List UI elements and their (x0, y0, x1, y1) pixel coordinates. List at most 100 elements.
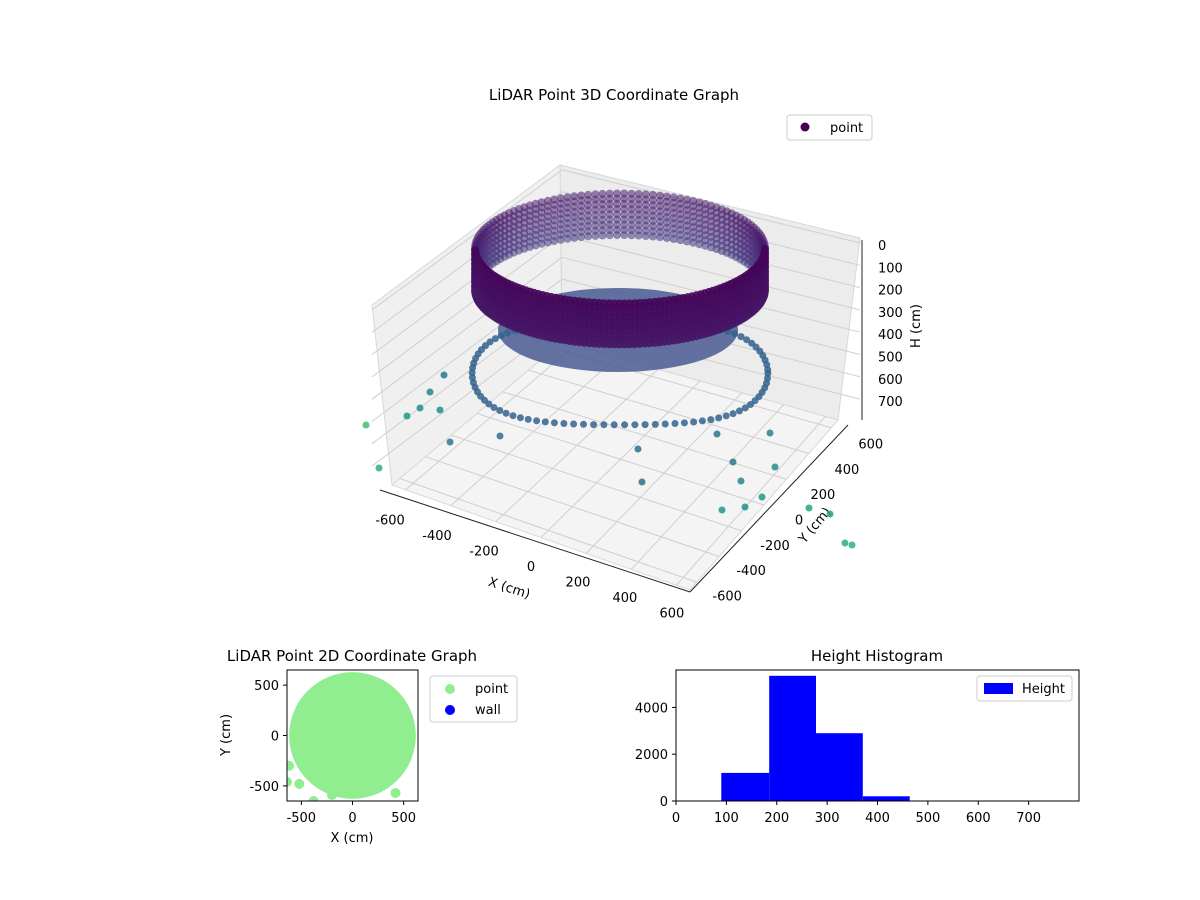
scatter-point-3d (661, 420, 669, 428)
scatter-point-3d (731, 330, 739, 338)
scatter-point-3d (509, 412, 517, 420)
scatter-point-3d (577, 233, 586, 242)
scatter-point-3d (570, 420, 578, 428)
scatter-2d-outlier (287, 760, 295, 771)
scatter-point-3d (621, 421, 629, 429)
histogram-bar (721, 772, 770, 801)
legend-3d-marker-point (800, 122, 810, 132)
legend-2d-label-point: point (475, 682, 508, 697)
y-tick-label-3d: -200 (760, 539, 790, 554)
y-tick-label-3d: 0 (795, 514, 803, 529)
x-tick-label-hist: 300 (815, 811, 840, 826)
scatter-outlier-3d (737, 477, 745, 485)
x-tick-label-hist: 200 (764, 811, 789, 826)
legend-histogram: Height (976, 675, 1073, 702)
y-axis-label-2d: Y (cm) (219, 714, 234, 757)
scatter-point-3d (591, 231, 600, 240)
scatter-point-3d (570, 233, 579, 242)
legend-3d: point (786, 114, 873, 141)
x-tick-label-hist: 100 (714, 811, 739, 826)
x-tick-label-hist: 400 (865, 811, 890, 826)
scatter-outlier-3d (638, 478, 646, 486)
scatter-point-3d (620, 231, 629, 240)
histogram-bar (862, 796, 910, 801)
scatter-point-3d (471, 286, 480, 295)
scatter-point-3d (680, 419, 688, 427)
scatter-point-3d (656, 233, 664, 242)
scatter-points-2d (287, 672, 416, 801)
scatter-point-3d (533, 417, 541, 425)
y-tick-label-2d: 500 (254, 679, 279, 694)
scatter-outlier-3d (634, 445, 642, 453)
scatter-point-3d (598, 231, 607, 240)
scatter-point-3d (707, 416, 715, 424)
scatter-point-3d (715, 414, 723, 422)
scatter-point-3d (516, 414, 524, 422)
scatter-outlier-3d (375, 464, 383, 472)
scatter-point-3d (764, 366, 772, 374)
x-tick-label-hist: 500 (915, 811, 940, 826)
scatter-2d-outlier (308, 796, 319, 801)
scatter-outlier-3d (729, 458, 737, 466)
scatter-point-3d (671, 420, 679, 427)
scatter-outlier-3d (826, 510, 834, 518)
grid-line-z-left (371, 256, 563, 400)
scatter-point-3d (669, 235, 678, 243)
ticks-3d: -600 -400 -200 0 200 400 600 -600 -400 -200 0 200 40… (375, 239, 902, 621)
grid-line-y (476, 413, 765, 506)
y-tick-label-3d: -600 (712, 589, 742, 604)
scatter-point-3d (676, 236, 685, 245)
y-tick-label-3d: -400 (736, 564, 766, 579)
scatter-point-3d (605, 231, 614, 240)
y-tick-label-hist: 2000 (635, 748, 668, 763)
scatter-outlier-3d (416, 404, 424, 412)
x-axis-label-3d: X (cm) (486, 575, 532, 603)
y-tick-label-3d: 400 (834, 463, 859, 478)
histogram-title: Height Histogram (811, 647, 943, 665)
scatter-point-3d (497, 332, 505, 340)
y-tick-3d (721, 559, 726, 561)
y-tick-label-3d: 600 (858, 438, 883, 453)
scatter-outlier-3d (741, 503, 749, 511)
scatter-point-3d (737, 333, 745, 341)
scatter-point-3d (496, 407, 504, 414)
legend-2d: point wall (429, 675, 518, 723)
x-axis-label-2d: X (cm) (331, 831, 374, 846)
z-tick-label-3d: 400 (878, 328, 903, 343)
scatter-outlier-3d (436, 406, 444, 414)
chart-3d: LiDAR Point 3D Coordinate Graph -600 -400… (362, 86, 924, 621)
y-axis-line (689, 424, 849, 593)
y-tick-label-2d: -500 (249, 780, 279, 795)
scatter-outlier-3d (426, 388, 434, 396)
scatter-point-3d (631, 421, 639, 429)
x-tick-label-2d: 500 (391, 811, 416, 826)
grid-line-x (676, 416, 826, 586)
chart-2d: LiDAR Point 2D Coordinate Graph -500 0 500… (219, 647, 518, 846)
scatter-outlier-3d (440, 371, 448, 379)
scatter-point-3d (486, 338, 494, 346)
scatter-2d-clipped (287, 672, 416, 801)
scatter-point-3d (627, 231, 636, 240)
z-tick-label-3d: 700 (878, 395, 903, 410)
y-tick-3d (697, 584, 702, 586)
scatter-point-3d (651, 420, 659, 428)
z-axis-label-3d: H (cm) (909, 304, 924, 348)
scatter-point-3d (641, 232, 650, 240)
histogram-bar (816, 733, 863, 801)
grid-line-z-left (371, 235, 563, 378)
scatter-point-3d (722, 412, 730, 420)
z-tick-label-3d: 0 (878, 239, 886, 254)
scatter-point-3d (543, 238, 552, 247)
y-tick-label-3d: 200 (811, 488, 836, 503)
z-tick-label-3d: 600 (878, 373, 903, 388)
scatter-point-3d (550, 237, 559, 246)
legend-histogram-box (976, 675, 1073, 702)
chart-2d-title: LiDAR Point 2D Coordinate Graph (227, 647, 477, 665)
scatter-outlier-3d (841, 539, 849, 547)
x-tick-label-3d: -200 (469, 545, 499, 560)
grid-3d (371, 169, 861, 586)
x-tick-label-3d: 400 (613, 591, 638, 606)
scatter-point-3d (590, 421, 598, 429)
legend-2d-marker-wall (445, 705, 455, 715)
